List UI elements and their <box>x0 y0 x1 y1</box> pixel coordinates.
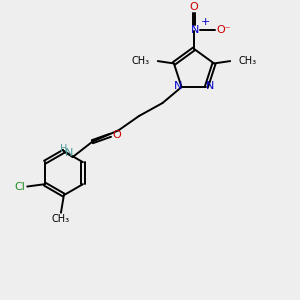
Text: CH₃: CH₃ <box>238 56 256 65</box>
Text: N: N <box>206 81 214 92</box>
Text: N: N <box>64 148 73 158</box>
Text: O: O <box>190 2 198 12</box>
Text: +: + <box>200 17 210 27</box>
Text: CH₃: CH₃ <box>131 56 150 65</box>
Text: H: H <box>60 144 68 154</box>
Text: O⁻: O⁻ <box>216 25 231 34</box>
Text: N: N <box>174 81 182 92</box>
Text: Cl: Cl <box>14 182 26 191</box>
Text: O: O <box>112 130 121 140</box>
Text: CH₃: CH₃ <box>52 214 70 224</box>
Text: N: N <box>191 25 200 34</box>
